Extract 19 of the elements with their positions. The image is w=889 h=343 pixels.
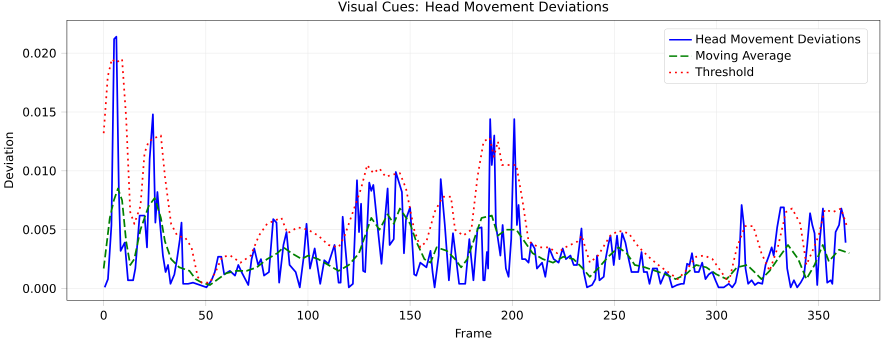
legend-label: Moving Average <box>696 50 791 62</box>
y-tick-label: 0.010 <box>23 166 56 176</box>
x-axis-title: Frame <box>456 328 492 338</box>
legend-label: Head Movement Deviations <box>696 34 860 44</box>
chart-title: Visual Cues: Head Movement Deviations <box>338 1 608 12</box>
x-tick-label: 300 <box>706 310 728 320</box>
x-tick-label: 350 <box>808 310 830 320</box>
y-tick-label: 0.015 <box>23 107 56 117</box>
y-tick-label: 0.020 <box>23 48 56 58</box>
x-tick-label: 100 <box>298 310 319 320</box>
y-axis-title: Deviation <box>4 132 14 188</box>
legend-label: Threshold <box>695 66 754 76</box>
x-tick-label: 50 <box>199 310 213 320</box>
x-tick-label: 250 <box>604 310 625 320</box>
x-tick-label: 200 <box>502 310 523 320</box>
y-tick-label: 0.005 <box>23 225 56 234</box>
x-tick-label: 0 <box>100 310 107 320</box>
y-tick-label: 0.000 <box>23 284 56 294</box>
x-tick-label: 150 <box>400 310 421 320</box>
